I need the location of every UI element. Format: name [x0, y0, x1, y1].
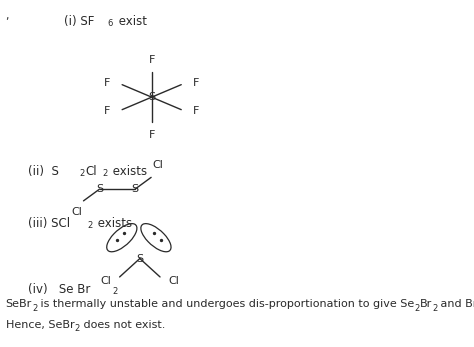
Text: F: F	[104, 78, 110, 88]
Text: 2: 2	[79, 169, 84, 178]
Text: 2: 2	[113, 287, 118, 296]
Text: 2: 2	[432, 304, 437, 313]
Text: F: F	[148, 130, 155, 140]
Text: F: F	[193, 107, 200, 116]
Text: 2: 2	[32, 304, 37, 313]
Text: ,: ,	[6, 11, 9, 21]
Text: (iii) SCl: (iii) SCl	[28, 217, 71, 230]
Text: Cl: Cl	[85, 165, 97, 178]
Text: is thermally unstable and undergoes dis-proportionation to give Se: is thermally unstable and undergoes dis-…	[37, 299, 414, 309]
Text: Cl: Cl	[100, 276, 111, 286]
Text: Cl: Cl	[153, 160, 164, 170]
Text: Cl: Cl	[71, 207, 82, 217]
Text: and Br: and Br	[437, 299, 474, 309]
Text: 6: 6	[107, 19, 112, 28]
Text: 2: 2	[414, 304, 419, 313]
Text: SeBr: SeBr	[6, 299, 32, 309]
Text: exist: exist	[115, 15, 147, 27]
Text: F: F	[193, 78, 200, 88]
Text: S: S	[136, 254, 144, 263]
Text: S: S	[96, 184, 103, 194]
Text: (i) SF: (i) SF	[64, 15, 94, 27]
Text: 2: 2	[88, 221, 93, 230]
Text: 2: 2	[74, 324, 80, 333]
Text: F: F	[104, 107, 110, 116]
Text: Cl: Cl	[168, 276, 179, 286]
Text: S: S	[148, 92, 155, 102]
Text: (iv)   Se Br: (iv) Se Br	[28, 283, 91, 296]
Text: exists: exists	[109, 165, 146, 178]
Text: S: S	[131, 184, 139, 194]
Text: Br: Br	[419, 299, 432, 309]
Text: exists: exists	[94, 217, 132, 230]
Text: (ii)  S: (ii) S	[28, 165, 59, 178]
Text: Hence, SeBr: Hence, SeBr	[6, 320, 74, 330]
Text: 2: 2	[102, 169, 108, 178]
Text: F: F	[148, 54, 155, 65]
Text: does not exist.: does not exist.	[80, 320, 165, 330]
